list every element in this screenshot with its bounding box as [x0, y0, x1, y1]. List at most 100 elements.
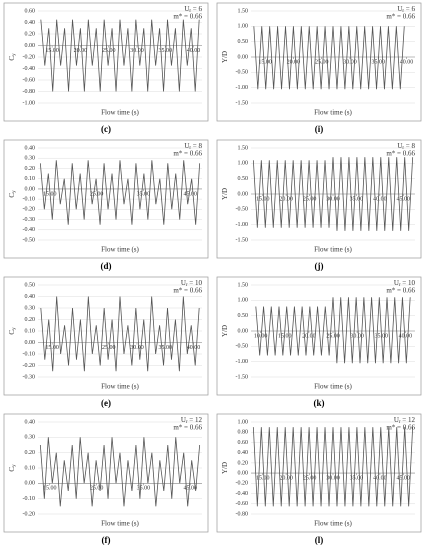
y-tick-label: 1.00 — [238, 419, 249, 425]
data-line — [252, 427, 414, 507]
annotation-main: U — [394, 416, 399, 424]
x-axis-label: Flow time (s) — [101, 383, 139, 391]
y-tick-label: 0.40 — [25, 20, 36, 26]
y-tick-label: -0.20 — [23, 54, 36, 60]
x-tick-label: 25.00 — [90, 486, 104, 492]
y-tick-label: 1.00 — [238, 298, 249, 304]
x-tick-label: 10.00 — [254, 333, 268, 339]
y-tick-label: 0.50 — [238, 313, 249, 319]
annotation: m* = 0.66 — [386, 287, 415, 295]
annotation-sub: r — [399, 283, 401, 288]
y-tick-label: -0.50 — [236, 344, 249, 350]
panel-frame — [3, 2, 209, 122]
x-tick-label: 25.00 — [102, 345, 116, 351]
annotation-sub: r — [186, 283, 188, 288]
x-tick-label: 20.00 — [302, 333, 316, 339]
panel-frame — [216, 276, 422, 396]
data-line — [39, 160, 201, 225]
y-axis-label: Y/D — [221, 51, 229, 63]
y-tick-label: -0.40 — [236, 491, 249, 497]
panel: 0.60 0.40 0.20 0.00 -0.20 -0.40 -0.60 -0.80 -1.0… — [3, 2, 209, 122]
y-tick-label: 0.10 — [25, 328, 36, 334]
y-tick-label: -0.10 — [23, 196, 36, 202]
y-tick-label: 0.00 — [25, 340, 36, 346]
y-tick-label: 0.00 — [25, 186, 36, 192]
panel-frame — [216, 139, 422, 259]
annotation-sub: r — [186, 420, 188, 425]
y-tick-label: 0.30 — [25, 305, 36, 311]
y-tick-label: -0.30 — [23, 217, 36, 223]
panel: 1.50 1.00 0.50 0.00 -0.50 -1.00 -1.50 15.00 20.0… — [216, 2, 422, 122]
y-tick-label: 0.30 — [25, 156, 36, 162]
data-line — [253, 26, 405, 90]
x-tick-label: 30.00 — [130, 48, 144, 54]
annotation: m* = 0.66 — [173, 287, 202, 295]
annotation-rest: = 6 — [404, 5, 415, 13]
y-tick-label: 1.00 — [238, 24, 249, 30]
x-tick-label: 25.00 — [303, 475, 317, 481]
annotation-sub: r — [189, 146, 191, 151]
annotation-main: U — [397, 142, 402, 150]
x-axis-label: Flow time (s) — [314, 109, 352, 117]
y-tick-label: 0.00 — [238, 470, 249, 476]
annotation-main: U — [184, 142, 189, 150]
annotation: Ur = 6 — [397, 5, 415, 15]
y-tick-label: 0.50 — [238, 176, 249, 182]
y-tick-label: 0.50 — [25, 282, 36, 288]
annotation: Ur = 8 — [184, 142, 202, 152]
annotation: m* = 0.66 — [386, 424, 415, 432]
panel-label: (i) — [315, 124, 324, 134]
y-axis-label-sub: y — [12, 190, 17, 193]
y-tick-label: 0.00 — [25, 481, 36, 487]
y-tick-label: -1.00 — [236, 222, 249, 228]
panel-label: (d) — [101, 261, 112, 271]
x-tick-label: 15.00 — [45, 48, 59, 54]
data-line — [252, 157, 414, 231]
data-line — [255, 297, 411, 364]
panel-label: (j) — [315, 261, 324, 271]
panel-label: (l) — [315, 535, 324, 545]
annotation: Ur = 6 — [184, 5, 202, 15]
annotation-rest: = 8 — [191, 142, 202, 150]
panel-frame — [3, 413, 209, 533]
y-tick-label: 0.20 — [25, 317, 36, 323]
y-axis-label: Y/D — [221, 325, 229, 337]
y-tick-label: 0.20 — [238, 460, 249, 466]
y-axis-label-main: C — [8, 330, 16, 335]
x-tick-label: 30.00 — [326, 196, 340, 202]
y-axis-label-sub: y — [12, 327, 17, 330]
y-axis-label-main: C — [8, 467, 16, 472]
y-tick-label: -0.80 — [23, 89, 36, 95]
annotation-rest: = 12 — [401, 416, 416, 424]
y-tick-label: -1.50 — [236, 374, 249, 380]
annotation-rest: = 6 — [191, 5, 202, 13]
panel-label: (k) — [314, 398, 325, 408]
panel-label: (f) — [102, 535, 111, 545]
x-tick-label: 30.00 — [326, 475, 340, 481]
x-tick-label: 15.00 — [256, 196, 270, 202]
x-tick-label: 25.00 — [315, 59, 329, 65]
x-tick-label: 45.00 — [184, 486, 198, 492]
annotation: m* = 0.66 — [173, 424, 202, 432]
annotation-main: U — [394, 279, 399, 287]
panel-frame — [3, 276, 209, 396]
x-tick-label: 30.00 — [343, 59, 357, 65]
y-tick-label: 0.40 — [25, 294, 36, 300]
y-tick-label: 0.10 — [25, 465, 36, 471]
x-tick-label: 30.00 — [350, 333, 364, 339]
y-tick-label: -0.10 — [23, 496, 36, 502]
x-axis-label: Flow time (s) — [101, 520, 139, 528]
y-tick-label: 0.50 — [238, 39, 249, 45]
y-axis-label-main: Y/D — [221, 188, 229, 200]
panel-frame — [3, 139, 209, 259]
y-tick-label: 0.00 — [238, 191, 249, 197]
annotation-sub: r — [189, 9, 191, 14]
x-tick-label: 15.00 — [43, 486, 57, 492]
panel: 1.00 0.80 0.60 0.40 0.20 0.00 -0.20 -0.40 -0.60 -… — [216, 413, 422, 533]
y-tick-label: -0.20 — [236, 481, 249, 487]
annotation-main: U — [397, 5, 402, 13]
annotation: m* = 0.66 — [173, 13, 202, 21]
panel: 1.50 1.00 0.50 0.00 -0.50 -1.00 -1.50 10.00 15.0… — [216, 276, 422, 396]
y-tick-label: -0.20 — [23, 207, 36, 213]
